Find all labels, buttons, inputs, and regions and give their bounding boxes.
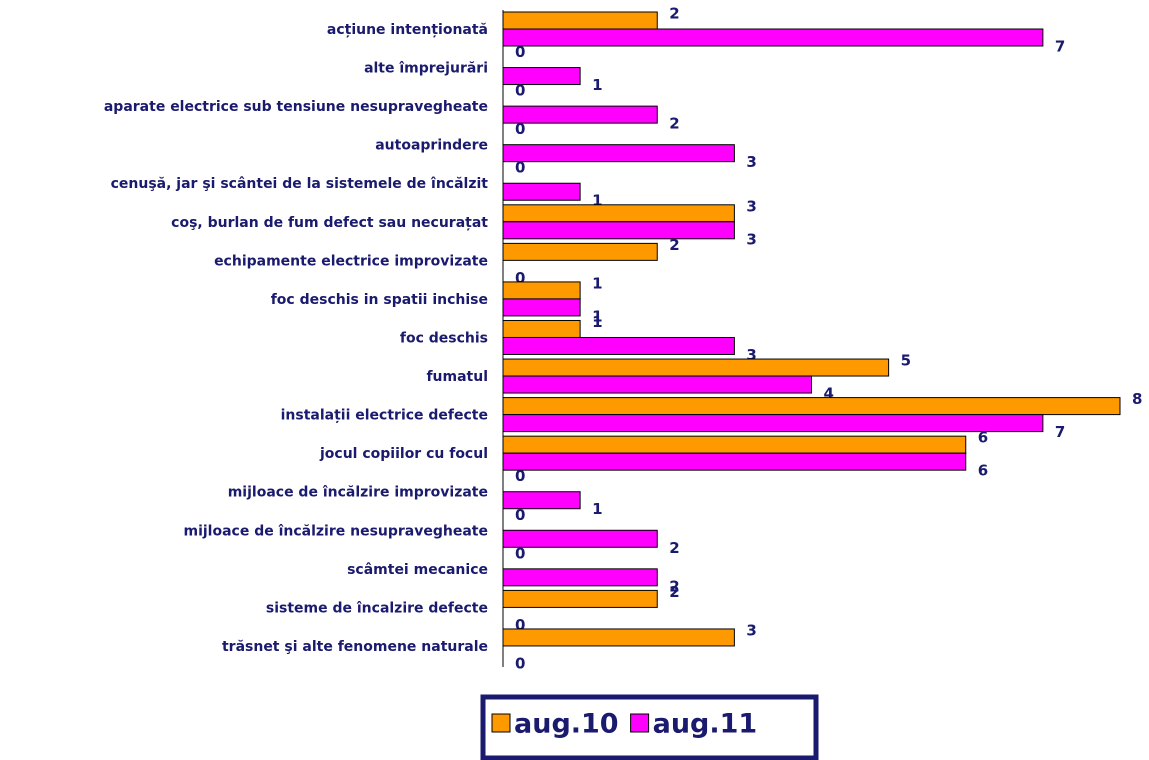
bar bbox=[502, 182, 581, 201]
value-label: 0 bbox=[515, 616, 525, 634]
value-label: 5 bbox=[901, 352, 911, 370]
bar bbox=[502, 589, 658, 608]
bar bbox=[502, 221, 735, 240]
value-label: 7 bbox=[1055, 38, 1065, 56]
value-label: 0 bbox=[515, 544, 525, 562]
value-label: 1 bbox=[592, 307, 602, 325]
bar bbox=[502, 628, 735, 647]
legend-swatch bbox=[491, 713, 511, 733]
category-label: alte împrejurări bbox=[364, 61, 488, 77]
bar bbox=[502, 358, 890, 377]
value-label: 2 bbox=[669, 236, 679, 254]
legend-label: aug.11 bbox=[653, 709, 758, 740]
category-label: autoaprindere bbox=[375, 138, 488, 154]
bar bbox=[502, 11, 658, 30]
bar bbox=[502, 242, 658, 261]
category-label: fumatul bbox=[426, 369, 488, 385]
value-label: 0 bbox=[515, 82, 525, 100]
category-label: foc deschis in spatii inchise bbox=[271, 292, 488, 308]
value-label: 0 bbox=[515, 159, 525, 177]
bar bbox=[502, 375, 812, 394]
value-label: 2 bbox=[669, 5, 679, 23]
bar bbox=[502, 281, 581, 300]
bar bbox=[502, 452, 967, 471]
bar bbox=[502, 144, 735, 163]
value-label: 1 bbox=[592, 313, 602, 331]
value-label: 3 bbox=[746, 230, 756, 248]
category-label: sisteme de încalzire defecte bbox=[266, 600, 488, 616]
value-label: 3 bbox=[746, 153, 756, 171]
value-label: 7 bbox=[1055, 423, 1065, 441]
value-label: 3 bbox=[746, 621, 756, 639]
bar bbox=[502, 529, 658, 548]
value-label: 2 bbox=[669, 577, 679, 595]
legend-label: aug.10 bbox=[514, 709, 619, 740]
value-label: 1 bbox=[592, 76, 602, 94]
value-label: 1 bbox=[592, 192, 602, 210]
bar bbox=[502, 105, 658, 124]
category-label: trăsnet şi alte fenomene naturale bbox=[222, 639, 488, 655]
value-label: 6 bbox=[978, 429, 988, 447]
value-label: 2 bbox=[669, 539, 679, 557]
value-label: 0 bbox=[515, 43, 525, 61]
bar bbox=[502, 204, 735, 223]
legend-box bbox=[480, 694, 819, 760]
bar bbox=[502, 319, 581, 338]
value-label: 0 bbox=[515, 269, 525, 287]
category-label: cenuşă, jar şi scântei de la sistemele d… bbox=[111, 176, 489, 192]
category-label: aparate electrice sub tensiune nesuprave… bbox=[104, 99, 488, 115]
value-label: 6 bbox=[978, 462, 988, 480]
value-label: 3 bbox=[746, 197, 756, 215]
value-label: 3 bbox=[746, 346, 756, 364]
bar bbox=[502, 336, 735, 355]
bar bbox=[502, 397, 1121, 416]
category-label: echipamente electrice improvizate bbox=[214, 253, 488, 269]
value-label: 2 bbox=[669, 583, 679, 601]
category-label: foc deschis bbox=[400, 330, 488, 346]
category-label: jocul copiilor cu focul bbox=[319, 446, 488, 462]
category-label: coş, burlan de fum defect sau necurațat bbox=[171, 215, 488, 231]
category-label: instalații electrice defecte bbox=[281, 408, 488, 424]
value-label: 8 bbox=[1132, 390, 1142, 408]
bar bbox=[502, 28, 1044, 47]
value-label: 0 bbox=[515, 467, 525, 485]
value-label: 4 bbox=[824, 385, 834, 403]
value-label: 0 bbox=[515, 120, 525, 138]
category-label: acțiune intenționată bbox=[327, 22, 488, 38]
bar bbox=[502, 435, 967, 454]
bar bbox=[502, 568, 658, 587]
bar bbox=[502, 298, 581, 317]
category-label: mijloace de încălzire nesupravegheate bbox=[183, 523, 488, 539]
value-label: 2 bbox=[669, 115, 679, 133]
legend-swatch bbox=[630, 713, 650, 733]
value-label: 1 bbox=[592, 500, 602, 518]
value-label: 0 bbox=[515, 654, 525, 672]
bar bbox=[502, 414, 1044, 433]
category-label: mijloace de încălzire improvizate bbox=[228, 485, 488, 501]
value-label: 0 bbox=[515, 506, 525, 524]
category-label: scâmtei mecanice bbox=[347, 562, 488, 578]
value-label: 1 bbox=[592, 274, 602, 292]
